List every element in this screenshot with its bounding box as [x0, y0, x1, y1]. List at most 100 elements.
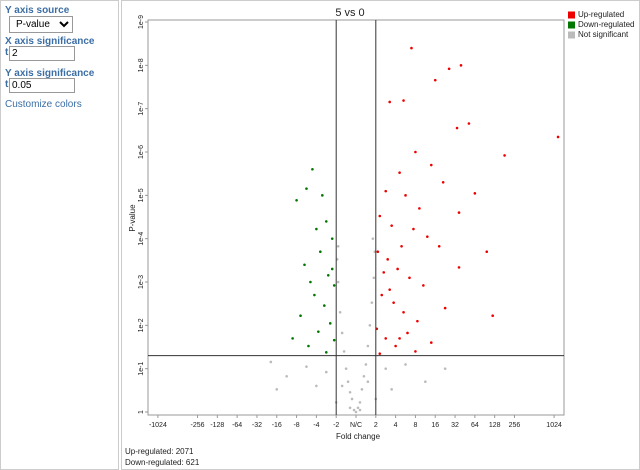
point	[406, 331, 409, 335]
point	[491, 314, 494, 318]
point	[390, 388, 393, 391]
point	[348, 406, 352, 410]
x-tick-label: -16	[272, 422, 282, 429]
footer-down: Down-regulated: 621	[125, 458, 200, 467]
point	[414, 150, 417, 154]
point	[382, 271, 386, 274]
point	[352, 408, 356, 412]
point	[457, 211, 461, 214]
y-axis-label: P-value	[128, 204, 137, 232]
point	[443, 306, 447, 310]
legend-swatch	[568, 11, 575, 19]
point	[384, 337, 388, 340]
point	[315, 227, 318, 231]
point	[332, 338, 336, 342]
point	[328, 322, 332, 325]
point	[303, 263, 306, 267]
point	[324, 220, 328, 223]
point	[429, 341, 433, 344]
x-tick-label: 32	[451, 422, 459, 429]
point	[356, 406, 360, 410]
point	[324, 351, 328, 354]
x-tick-label: N/C	[350, 422, 362, 429]
y-tick-label: 1e-3	[138, 275, 145, 289]
point	[305, 187, 308, 190]
point	[390, 224, 393, 227]
x-tick-label: 4	[394, 422, 398, 429]
point	[324, 370, 328, 374]
point	[429, 163, 433, 167]
point	[346, 380, 350, 384]
point	[330, 237, 334, 240]
point	[384, 189, 388, 193]
point	[394, 344, 397, 348]
point	[332, 284, 336, 287]
x-tick-label: -32	[252, 422, 262, 429]
legend-label: Not significant	[578, 30, 629, 39]
point	[285, 374, 288, 378]
point	[441, 180, 445, 184]
customize-colors-link[interactable]: Customize colors	[5, 99, 82, 110]
point	[358, 408, 362, 412]
point	[412, 227, 415, 231]
point	[388, 100, 391, 104]
point	[424, 380, 427, 384]
point	[426, 235, 429, 238]
point	[398, 171, 401, 174]
y-tick-label: 1e-8	[138, 58, 145, 72]
x-tick-label: 1024	[546, 422, 562, 429]
x-tick-label: -1024	[149, 422, 167, 429]
point	[269, 360, 273, 364]
y-tick-label: 1e-4	[138, 232, 145, 246]
point	[330, 267, 334, 271]
point	[467, 122, 471, 125]
point	[418, 207, 421, 210]
y-source-select[interactable]: P-value	[9, 16, 73, 33]
point	[291, 337, 294, 340]
point	[447, 67, 451, 71]
point	[457, 266, 461, 269]
point	[398, 337, 401, 340]
point	[360, 388, 364, 391]
point	[556, 135, 560, 139]
point	[378, 214, 382, 218]
x-threshold-input[interactable]	[9, 46, 75, 61]
point	[362, 374, 366, 378]
point	[404, 363, 407, 366]
point	[364, 363, 368, 366]
x-tick-label: 2	[374, 422, 378, 429]
x-tick-label: -8	[293, 422, 299, 429]
point	[402, 99, 405, 102]
point	[321, 194, 324, 197]
label: Y axis source	[5, 5, 70, 16]
point	[340, 331, 344, 335]
point	[336, 280, 340, 284]
x-tick-label: -4	[313, 422, 319, 429]
point	[437, 244, 441, 248]
point	[443, 367, 447, 370]
x-tick-label: 8	[413, 422, 417, 429]
point	[358, 401, 362, 404]
y-tick-label: 1e-7	[138, 102, 145, 116]
point	[404, 194, 407, 197]
x-tick-label: 16	[431, 422, 439, 429]
sidebar: Y axis source P-value X axis significanc…	[0, 0, 119, 470]
point	[313, 293, 316, 297]
y-threshold-input[interactable]	[9, 78, 75, 93]
x-tick-label: -128	[210, 422, 224, 429]
point	[380, 293, 384, 297]
point	[366, 344, 370, 348]
point	[408, 276, 411, 280]
point	[396, 267, 399, 271]
point	[317, 330, 320, 333]
point	[311, 167, 314, 171]
point	[459, 64, 463, 67]
x-tick-label: 128	[489, 422, 501, 429]
point	[473, 192, 477, 195]
footer-up: Up-regulated: 2071	[125, 447, 194, 456]
y-tick-label: 1e-6	[138, 145, 145, 159]
point	[275, 388, 279, 391]
x-tick-label: 256	[509, 422, 521, 429]
